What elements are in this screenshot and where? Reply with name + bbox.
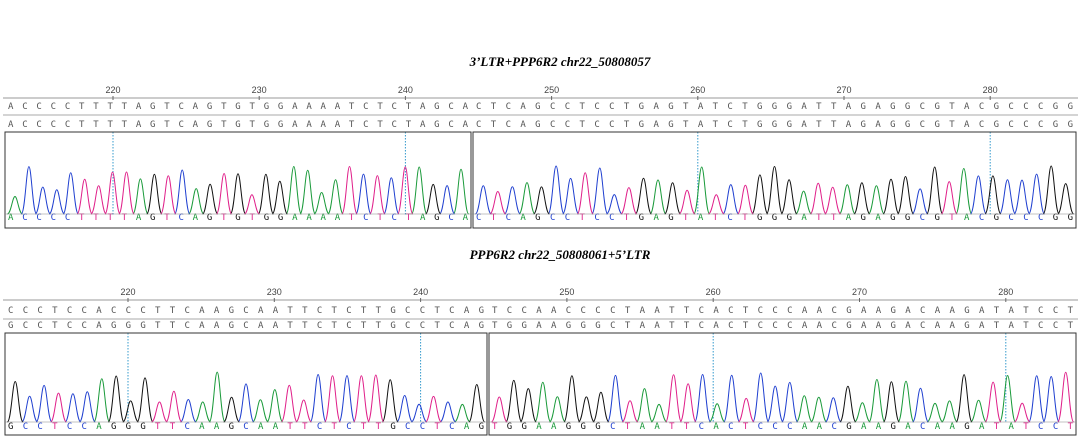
panel-title: 3’LTR+PPP6R2 chr22_50808057 (469, 54, 651, 69)
trace-box (4, 332, 488, 436)
trace-box (488, 332, 1077, 436)
position-label: 280 (998, 287, 1013, 297)
position-label: 220 (120, 287, 135, 297)
trace-peaks (20, 165, 1046, 215)
trace-peaks (76, 165, 958, 215)
sequence-row: GCCTCCAGGGTTCAAGCAATTCTCTTGCCTCAG (8, 321, 484, 331)
panel-title: PPP6R2 chr22_50808061+5’LTR (470, 247, 651, 262)
sequence-row: ACCCCTTTTAGTCAGTGTGGAAAATCTCTAGCA (8, 120, 469, 130)
position-label: 280 (983, 85, 998, 95)
trace-peaks (93, 371, 1017, 423)
trace-box (4, 131, 472, 229)
sequence-row: CTCAGCCTCCTGAGTATCTGGGATTAGAGGCGTACGCCCG… (476, 120, 1073, 130)
position-label: 230 (267, 287, 282, 297)
sequence-row: TCCAACCCCTAATTCACTCCCAACGAAGACAAGATATCCT (492, 306, 1074, 316)
position-label: 260 (706, 287, 721, 297)
position-label: 250 (559, 287, 574, 297)
position-label: 220 (105, 85, 120, 95)
trace-box (472, 131, 1077, 229)
trace-peaks (50, 371, 1075, 423)
trace-peaks (146, 165, 1075, 215)
trace-peaks (7, 165, 973, 215)
sequence-row: CTCAGCCTCCTGAGTATCTGGGATTAGAGGCGTACGCCCG… (476, 102, 1073, 112)
sequence-row: CCCTCCACCCTTCAAGCAATTCTCTTGCCTCAG (8, 306, 484, 316)
position-label: 260 (690, 85, 705, 95)
position-label: 270 (852, 287, 867, 297)
trace-peaks (6, 374, 973, 423)
position-label: 270 (836, 85, 851, 95)
position-label: 250 (544, 85, 559, 95)
position-label: 230 (252, 85, 267, 95)
trace-peaks (21, 372, 1060, 423)
position-label: 240 (413, 287, 428, 297)
sequence-row: ACCCCTTTTAGTCAGTGTGGAAAATCTCTAGCA (8, 102, 469, 112)
position-label: 240 (398, 85, 413, 95)
sequence-row: TGGAAGGGCTAATTCACTCCCAACGAAGACAAGATATCCT (492, 321, 1074, 331)
